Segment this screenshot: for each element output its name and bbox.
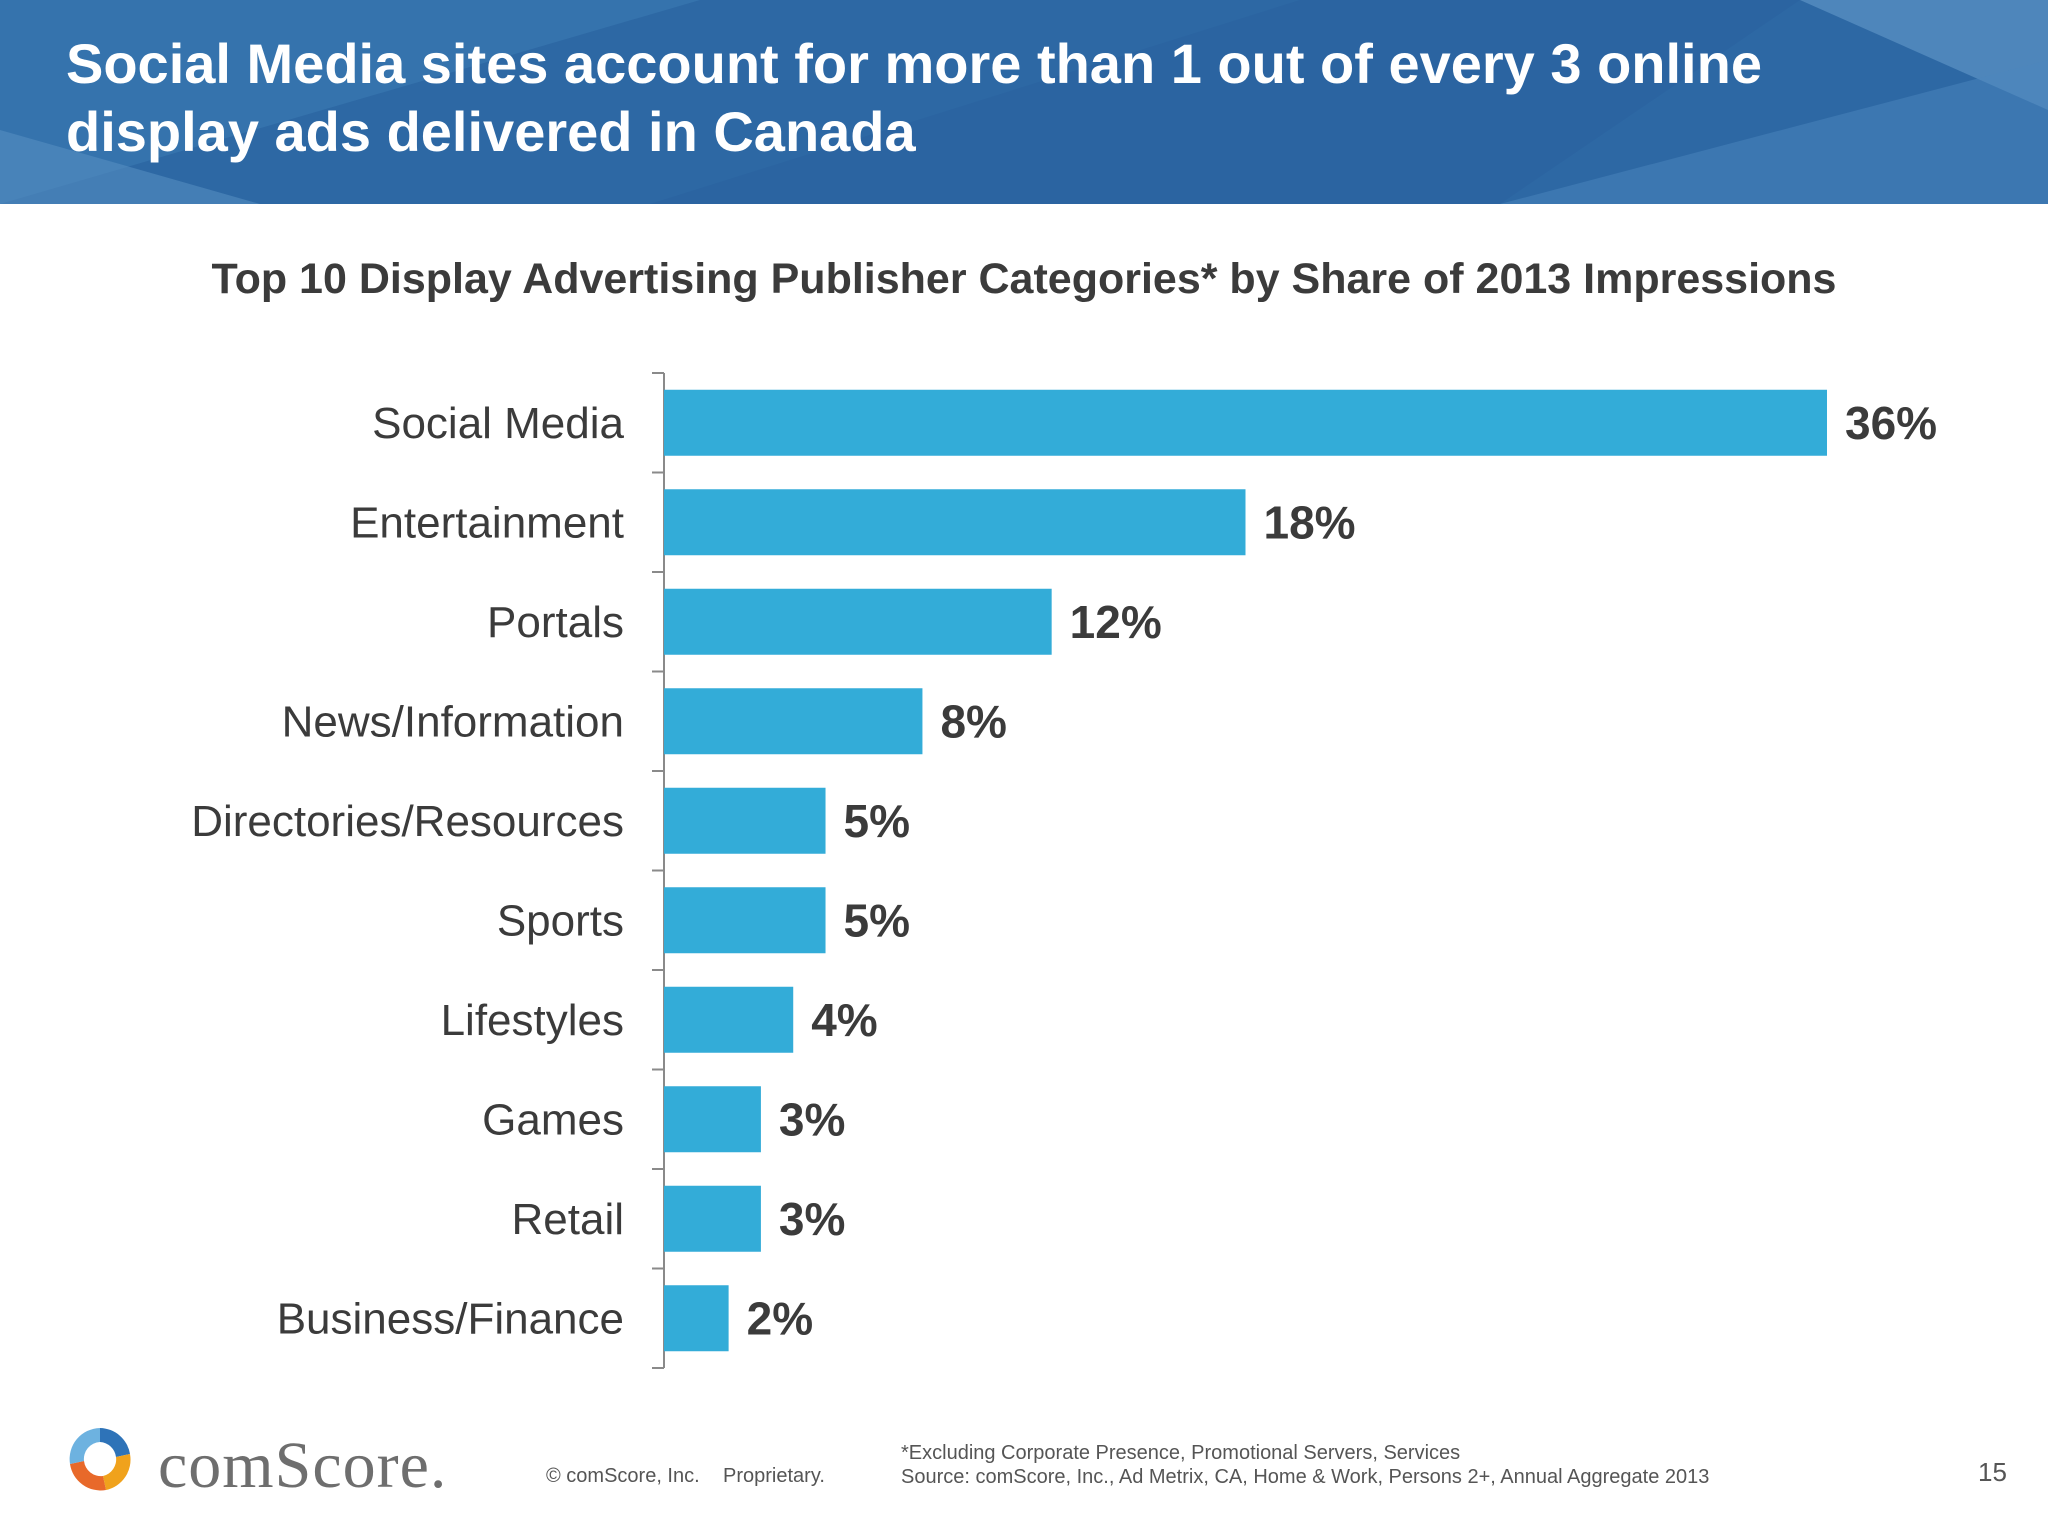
category-label: Retail [512,1195,625,1244]
bar [664,1285,729,1352]
data-label: 4% [811,994,877,1046]
bar [664,986,794,1053]
header-background [0,0,2048,204]
data-label: 18% [1264,496,1356,548]
data-label: 5% [844,795,910,847]
data-label: 36% [1845,397,1937,449]
comscore-logo-icon [69,1428,131,1491]
data-label: 3% [779,1193,845,1245]
data-label: 5% [844,894,910,946]
category-label: Entertainment [350,498,624,547]
data-label: 8% [940,695,1006,747]
comscore-brand: comScore. [158,1429,448,1502]
bar-chart: Social Media 36% Entertainment 18% Portals 12… [191,372,1937,1369]
category-label: Portals [487,598,624,647]
exclusion-note: *Excluding Corporate Presence, Promotion… [901,1442,1461,1464]
data-label: 12% [1070,596,1162,648]
bar [664,1086,761,1153]
bar [664,1185,761,1252]
bar [664,688,923,755]
category-label: Games [482,1095,624,1144]
bar [664,489,1246,556]
bar [664,389,1827,456]
category-label: Social Media [372,399,624,448]
bar [664,887,826,954]
data-label: 2% [747,1292,813,1344]
bar [664,787,826,854]
category-label: News/Information [282,697,624,746]
category-label: Business/Finance [277,1294,624,1343]
footnote: *Excluding Corporate Presence, Promotion… [901,1441,1709,1489]
chart-title: Top 10 Display Advertising Publisher Cat… [211,255,1837,303]
copyright-text: © comScore, Inc. [546,1465,700,1487]
page-number: 15 [1978,1457,2007,1487]
slide-title: Social Media sites account for more than… [66,32,1762,163]
bar [664,588,1052,655]
source-note: Source: comScore, Inc., Ad Metrix, CA, H… [901,1466,1710,1488]
category-label: Directories/Resources [191,797,624,846]
slide-header: Social Media sites account for more than… [0,0,2048,204]
category-label: Sports [497,896,624,945]
proprietary-text: Proprietary. [723,1465,825,1487]
data-label: 3% [779,1093,845,1145]
category-label: Lifestyles [441,996,624,1045]
